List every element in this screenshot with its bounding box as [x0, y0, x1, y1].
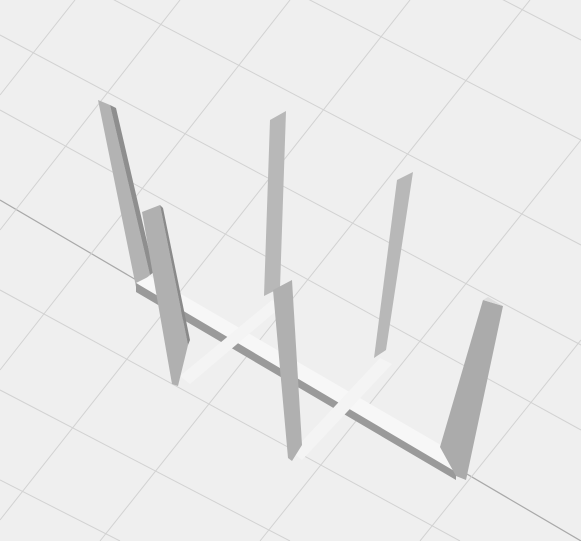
cross-bar — [180, 300, 282, 384]
grid-line — [0, 34, 581, 346]
post — [142, 205, 188, 386]
grid-line — [308, 0, 581, 141]
post — [440, 300, 503, 480]
bar-top — [136, 276, 470, 472]
post-side — [110, 105, 154, 275]
grid-line — [0, 479, 121, 541]
grid-line — [0, 289, 461, 541]
model — [98, 100, 503, 480]
grid-line — [259, 139, 581, 541]
grid-line — [0, 389, 291, 541]
post — [374, 172, 413, 358]
grid-line — [419, 339, 581, 541]
post — [273, 280, 302, 461]
grid-line — [0, 0, 411, 521]
grid-line — [0, 0, 291, 371]
grid-line — [0, 0, 76, 96]
cross-bar — [292, 358, 392, 460]
grid-line — [99, 0, 531, 541]
grid-line — [0, 0, 181, 231]
post-top — [483, 297, 503, 306]
post — [264, 111, 286, 296]
post-side — [160, 205, 190, 345]
grid-line — [113, 0, 581, 246]
post — [98, 100, 150, 287]
